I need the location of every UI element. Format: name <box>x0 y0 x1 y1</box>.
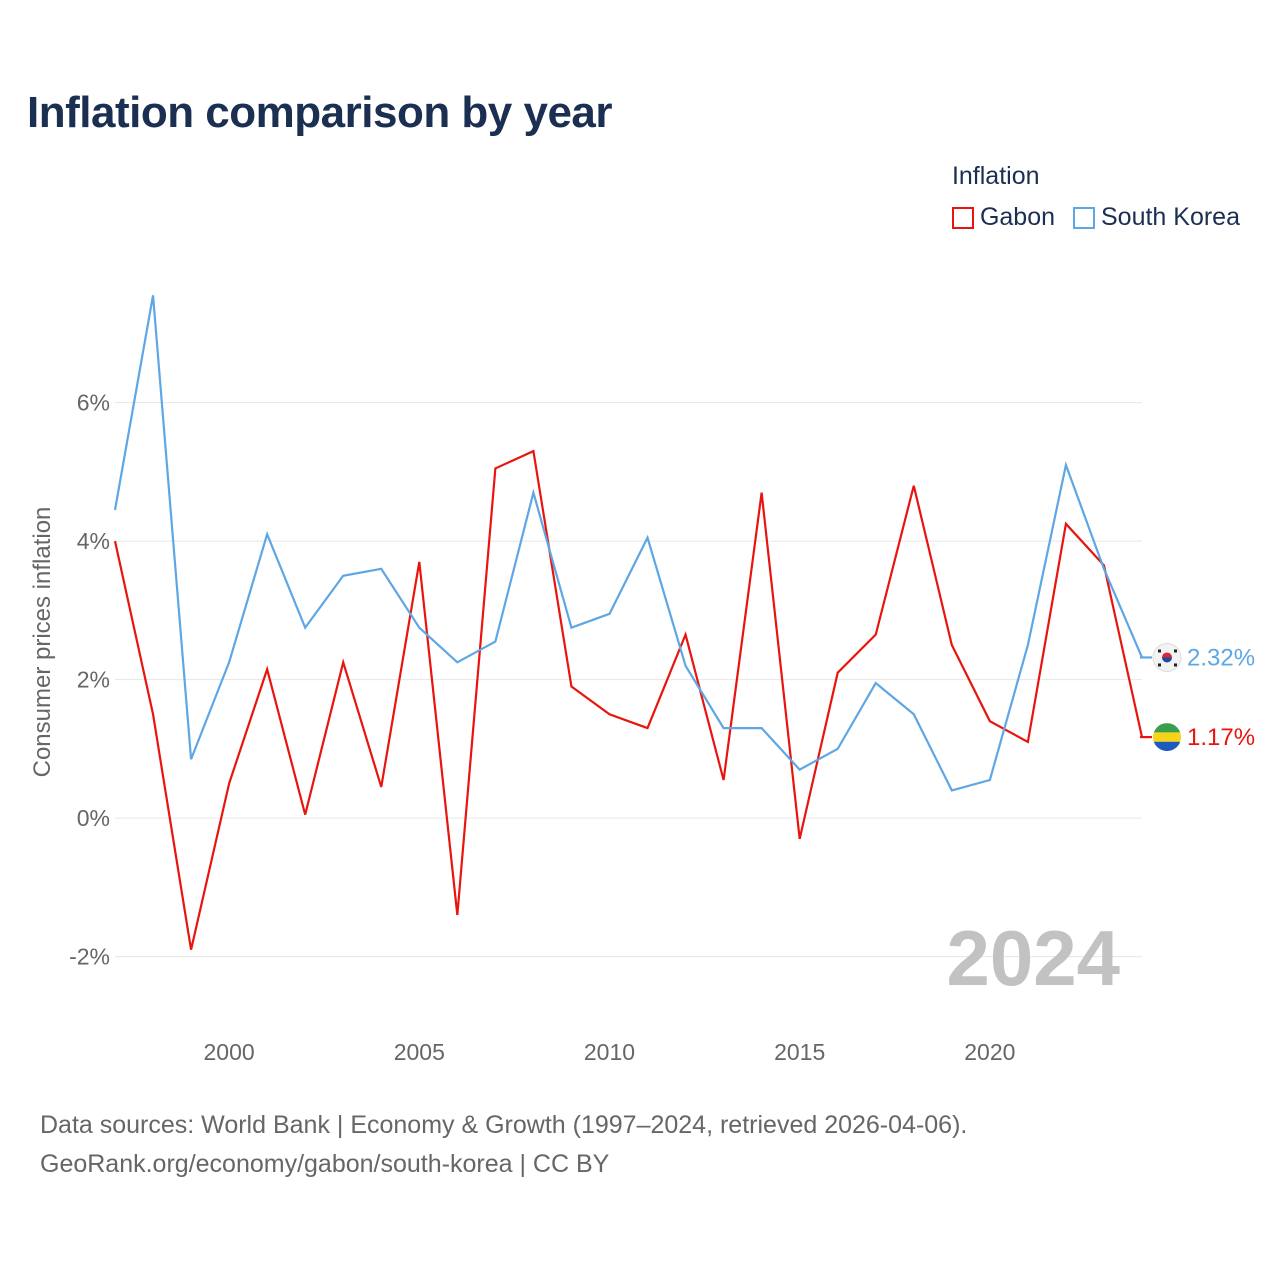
south-korea-flag-icon <box>1152 642 1182 672</box>
gabon-flag-icon <box>1153 723 1181 752</box>
y-axis-ticks: -2% 0% 2% 4% 6% <box>69 390 110 970</box>
y-tick-label: 2% <box>77 667 110 693</box>
series-line-south-korea <box>113 295 1144 792</box>
data-sources: Data sources: World Bank | Economy & Gro… <box>40 1106 967 1184</box>
y-tick-label: -2% <box>69 944 110 970</box>
gridlines <box>115 402 1142 958</box>
series-lines <box>113 295 1144 950</box>
x-axis-ticks: 2000 2005 2010 2015 2020 <box>204 1039 1016 1065</box>
legend-label-south-korea: South Korea <box>1101 203 1240 231</box>
year-watermark: 2024 <box>946 914 1120 1002</box>
x-tick-label: 2015 <box>774 1039 825 1065</box>
legend-label-gabon: Gabon <box>979 203 1055 231</box>
legend: Inflation Gabon South Korea <box>951 162 1240 232</box>
y-tick-label: 0% <box>77 805 110 831</box>
legend-swatch-gabon <box>951 206 974 229</box>
y-axis-label: Consumer prices inflation <box>29 507 56 778</box>
x-tick-label: 2010 <box>584 1039 635 1065</box>
y-tick-label: 6% <box>77 390 110 416</box>
chart-title: Inflation comparison by year <box>27 88 613 137</box>
end-labels: 1.17% 2.32% <box>1140 642 1255 752</box>
legend-title: Inflation <box>951 162 1040 190</box>
legend-swatch-south-korea <box>1073 206 1095 229</box>
end-label-gabon: 1.17% <box>1187 724 1255 751</box>
series-line-gabon <box>113 449 1144 950</box>
y-tick-label: 4% <box>77 528 110 554</box>
x-tick-label: 2005 <box>394 1039 445 1065</box>
legend-item-south-korea[interactable]: South Korea <box>1073 203 1240 232</box>
sources-line-1: Data sources: World Bank | Economy & Gro… <box>40 1111 968 1139</box>
end-label-south-korea: 2.32% <box>1187 644 1255 671</box>
legend-item-gabon[interactable]: Gabon <box>951 203 1055 232</box>
x-tick-label: 2000 <box>204 1039 255 1065</box>
sources-line-2[interactable]: GeoRank.org/economy/gabon/south-korea | … <box>40 1150 610 1178</box>
x-tick-label: 2020 <box>964 1039 1015 1065</box>
